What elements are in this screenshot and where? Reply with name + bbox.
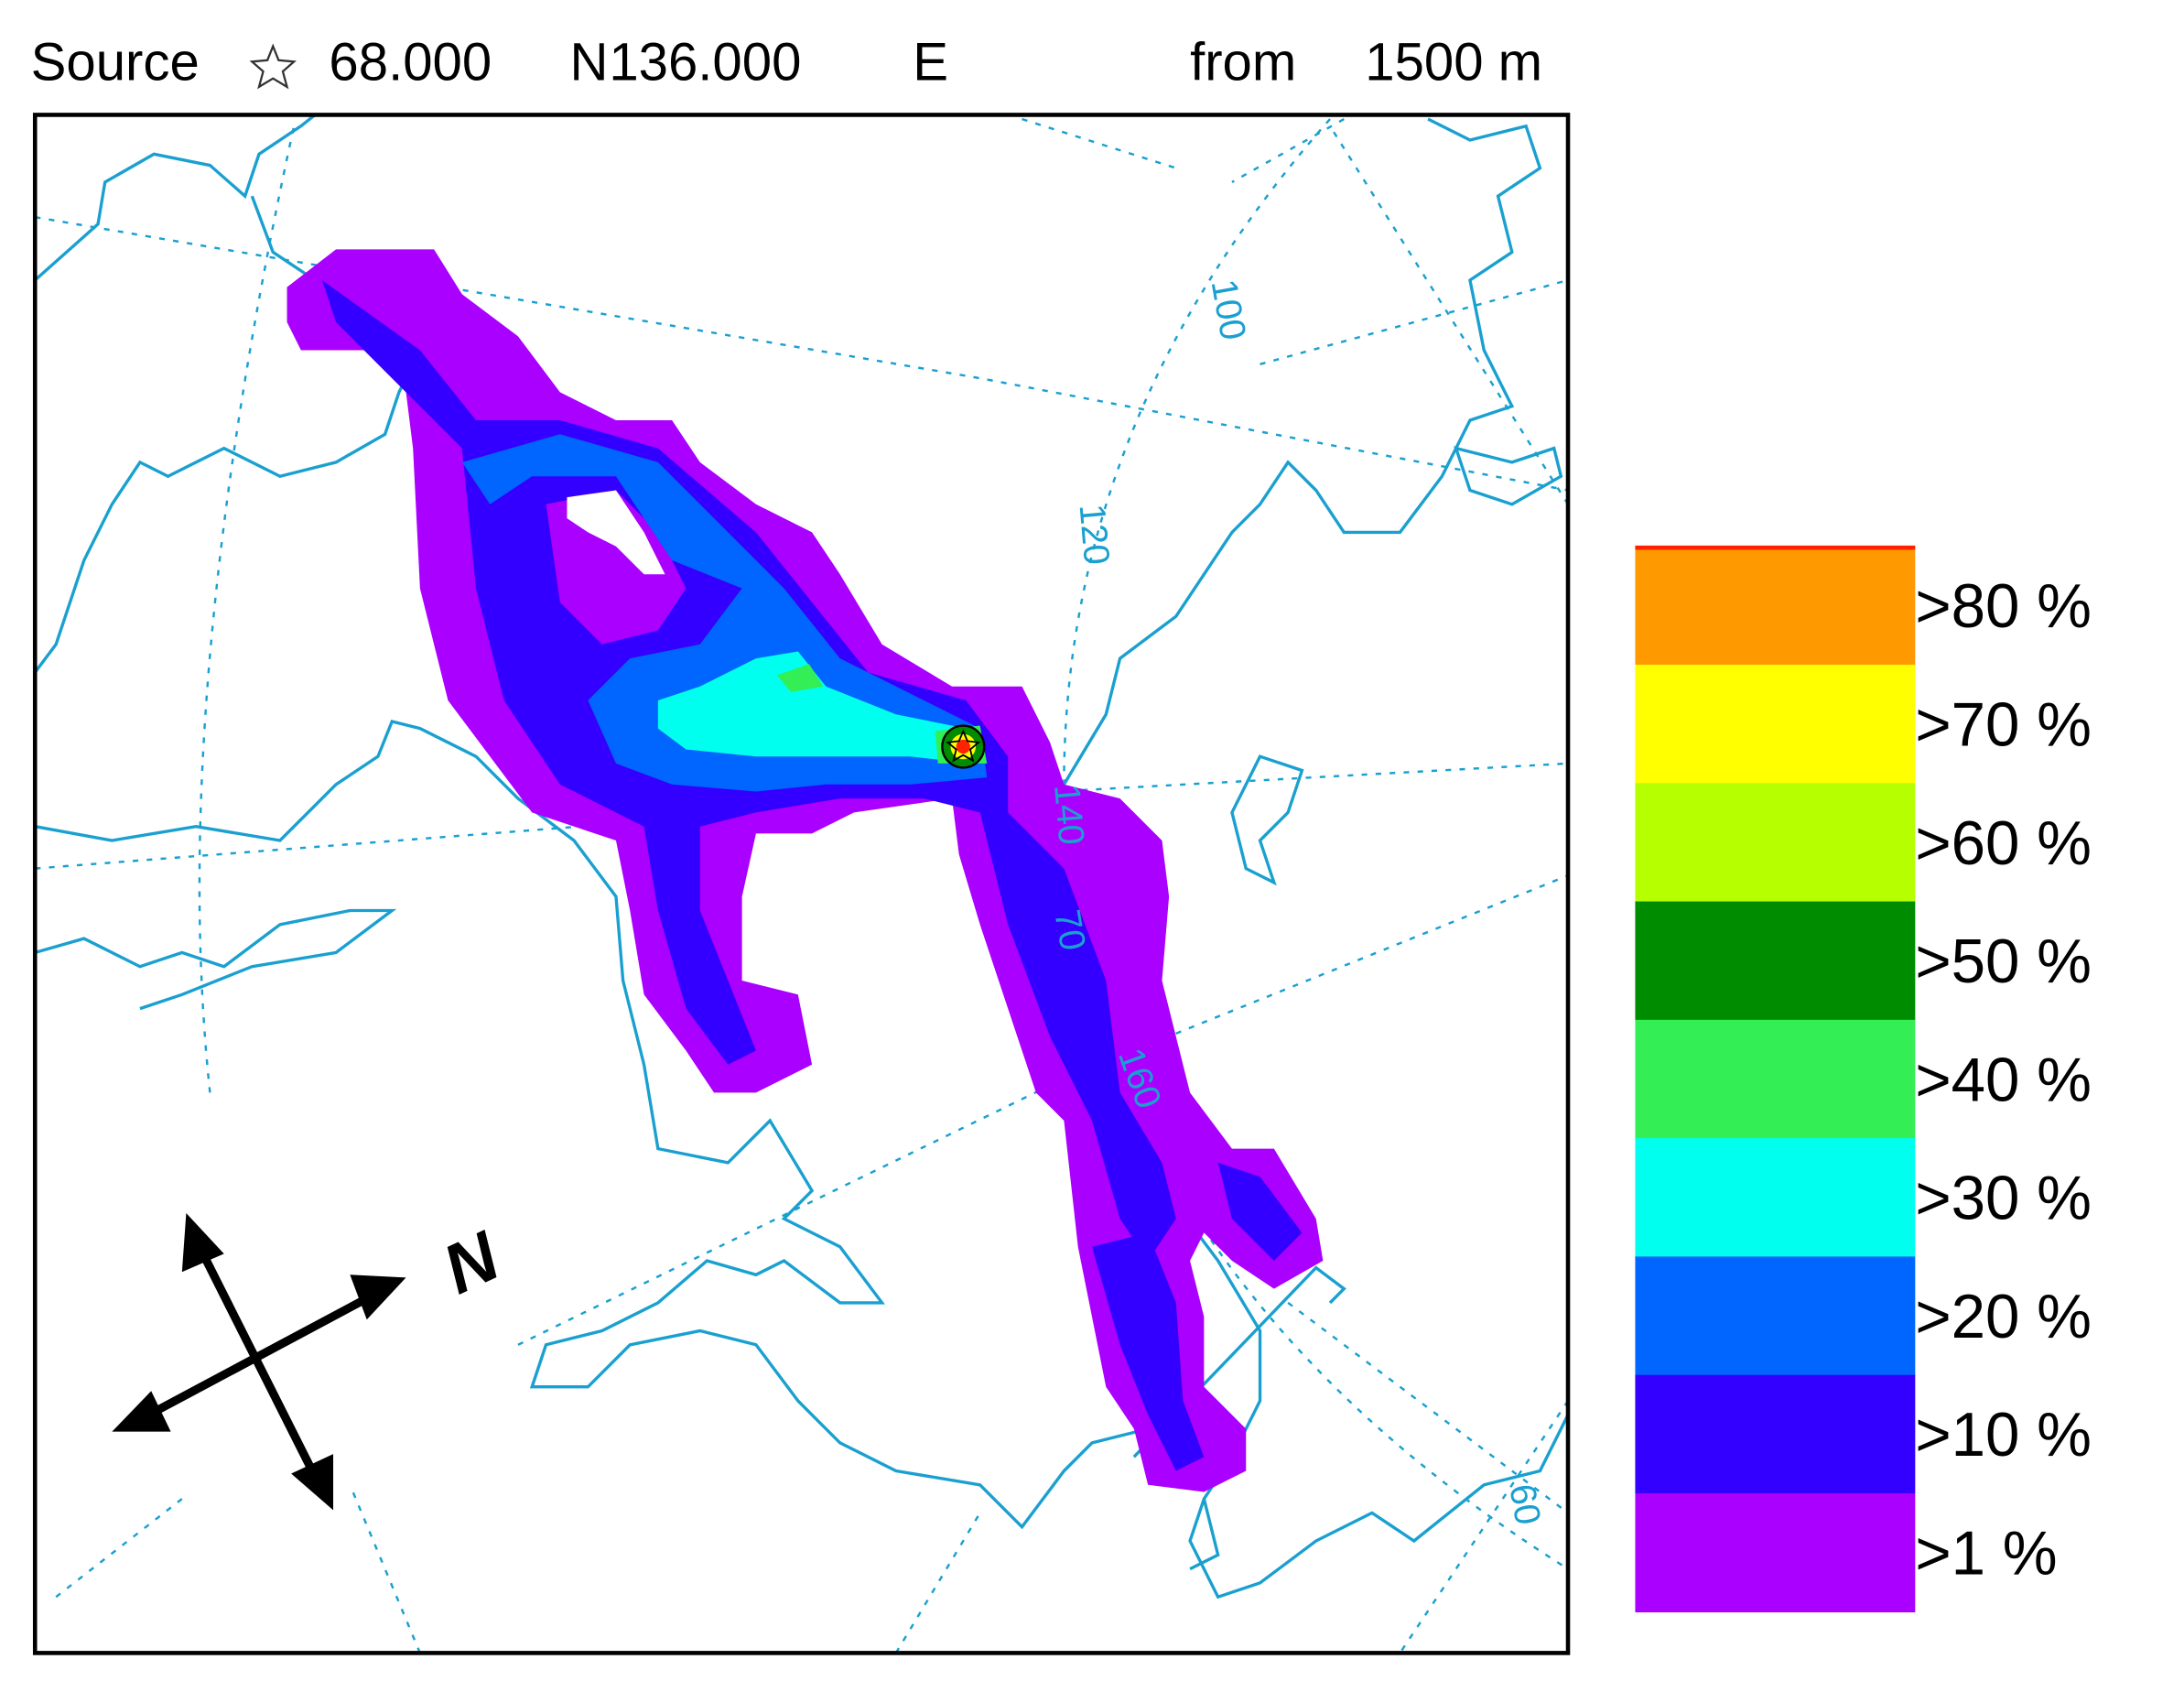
grid-label: 70 xyxy=(1046,906,1093,953)
compass-arrowhead xyxy=(350,1274,406,1320)
legend-label: >60 % xyxy=(1915,809,2092,878)
coastline xyxy=(35,908,397,1011)
lat-hemisphere: N xyxy=(570,32,609,92)
latitude: 68.000 xyxy=(329,32,492,92)
legend-label: >50 % xyxy=(1915,927,2092,996)
legend-label: >70 % xyxy=(1915,691,2092,760)
legend-swatch xyxy=(1635,1256,1916,1376)
source-star-icon xyxy=(249,43,297,90)
grid-label: 140 xyxy=(1046,783,1092,847)
legend-label: >30 % xyxy=(1915,1165,2092,1233)
island xyxy=(1230,754,1304,886)
legend-swatch xyxy=(1635,1492,1916,1613)
legend-swatch xyxy=(1635,664,1916,785)
legend-label: >40 % xyxy=(1915,1046,2092,1114)
coastline xyxy=(35,114,317,282)
compass-arrowhead xyxy=(181,1212,224,1273)
plume-gap xyxy=(567,490,665,575)
legend: >80 % >70 % >60 % >50 % >40 % >30 % >20 % >10 %… xyxy=(1635,545,2092,1613)
legend-swatch xyxy=(1635,1019,1916,1139)
compass-axis xyxy=(199,1252,315,1470)
compass xyxy=(112,1212,406,1511)
legend-label: >20 % xyxy=(1915,1283,2092,1351)
plume-level-30 xyxy=(657,651,973,764)
compass-arrowhead xyxy=(112,1391,171,1432)
compass-arrowhead xyxy=(291,1454,334,1511)
grid-label: 120 xyxy=(1072,503,1118,567)
height: 1500 m xyxy=(1365,32,1542,92)
map-frame xyxy=(32,113,1571,1655)
graticule xyxy=(198,125,296,1093)
coastline xyxy=(1189,1498,1220,1571)
plume-level-10 xyxy=(1092,1232,1205,1471)
graticule xyxy=(35,215,1569,492)
plume-level-10 xyxy=(1217,1162,1303,1261)
graticule xyxy=(894,1512,981,1654)
legend-swatch xyxy=(1635,546,1916,666)
coastline xyxy=(35,719,1149,1530)
island xyxy=(1454,446,1563,506)
longitude: 136.000 xyxy=(609,32,801,92)
legend-swatch xyxy=(1635,783,1916,903)
graticule xyxy=(1287,1301,1569,1654)
map-area: 100 120 140 70 160 60 N xyxy=(35,114,1569,1654)
graticule xyxy=(55,1498,183,1599)
legend-swatch xyxy=(1635,901,1916,1021)
height-prefix: from xyxy=(1190,32,1296,92)
legend-swatch xyxy=(1635,1138,1916,1258)
legend-swatch xyxy=(1635,1374,1916,1494)
legend-label: >1 % xyxy=(1915,1520,2057,1589)
plume-level-80 xyxy=(956,739,970,754)
source-star xyxy=(946,729,981,763)
graticule xyxy=(1260,125,1569,505)
grid-label: 60 xyxy=(1501,1481,1548,1528)
lon-hemisphere: E xyxy=(913,32,948,92)
grid-label: 100 xyxy=(1204,277,1254,343)
compass-label: N xyxy=(432,1217,513,1309)
legend-label: >10 % xyxy=(1915,1401,2092,1470)
graticule xyxy=(1022,117,1345,183)
coastline xyxy=(1062,117,1542,786)
legend-label: >80 % xyxy=(1915,572,2092,641)
coastline xyxy=(1132,1265,1346,1459)
source-label: Source xyxy=(31,32,200,92)
graticule xyxy=(349,1484,421,1654)
